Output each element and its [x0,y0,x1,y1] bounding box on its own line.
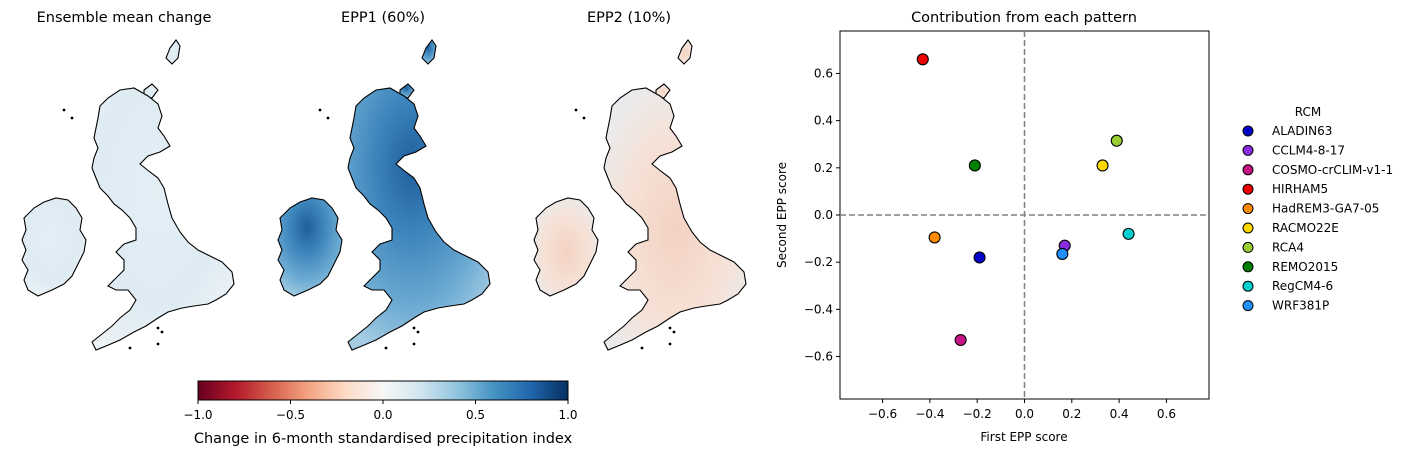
legend-label: HIRHAM5 [1272,182,1328,196]
island-mark [640,346,644,350]
point-racmo22e [1096,159,1109,172]
island-mark [128,346,132,350]
point-regcm4-6 [1122,227,1135,240]
map-outline [533,39,747,351]
map-outline [21,39,235,351]
maps: Ensemble mean change EPP1 (60%) EPP2 (10%) [21,10,747,351]
point-cosmo-crclim-v1-1 [954,333,967,347]
point-hirham5 [916,53,929,66]
legend: RCM ALADIN63 CCLM4-8-17 COSMO-crCLIM-v1-1 H… [1242,105,1393,313]
point-wrf381p [1056,247,1069,260]
chart-title: Contribution from each pattern [911,10,1137,26]
legend-label: ALADIN63 [1272,124,1332,138]
y-tick-label: 0.4 [814,114,833,128]
island-mark [318,108,322,112]
legend-label: RCA4 [1272,240,1304,254]
y-tick-label: −0.2 [804,255,833,269]
island-mark [70,116,74,120]
island-mark [412,326,416,330]
colorbar-tick-label: 0.5 [466,408,485,422]
island-mark [582,116,586,120]
island-mark [412,342,416,346]
x-tick-label: 0.4 [1110,407,1129,421]
colorbar-label: Change in 6-month standardised precipita… [194,431,573,447]
x-tick-label: −0.2 [963,407,992,421]
legend-marker [1242,183,1254,195]
legend-label: RACMO22E [1272,221,1339,235]
map-epp2 [533,39,747,351]
island-mark [668,342,672,346]
island-mark [62,108,66,112]
colorbar-tick-label: −0.5 [276,408,305,422]
y-tick-label: −0.6 [804,350,833,364]
island-mark [384,346,388,350]
x-tick-label: 0.6 [1157,407,1176,421]
island-mark [668,326,672,330]
island-mark [574,108,578,112]
data-points [916,53,1135,347]
y-axis-label: Second EPP score [775,162,789,268]
map-title: Ensemble mean change [37,10,212,26]
y-axis-ticks: 0.6 0.4 0.2 0.0 −0.2 −0.4 −0.6 [804,66,840,364]
x-tick-label: 0.0 [1015,407,1034,421]
scatter-chart: Contribution from each pattern −0.6 −0.4−… [775,10,1210,444]
x-axis-ticks: −0.6 −0.4 −0.2 0.0 0.2 0.4 0.6 [868,399,1176,421]
point-rca4 [1110,134,1123,147]
island-mark [156,342,160,346]
x-tick-label: −0.6 [868,407,897,421]
legend-marker [1242,144,1254,156]
x-tick-label: −0.4 [915,407,944,421]
legend-marker [1242,164,1254,176]
legend-label: WRF381P [1272,299,1329,313]
x-tick-label: 0.2 [1062,407,1081,421]
colorbar: −1.0 −0.5 0.0 0.5 1.0 Change in 6-month stan… [183,380,578,447]
colorbar-ticks: −1.0 −0.5 0.0 0.5 1.0 [183,400,578,422]
map-mean [21,39,235,351]
colorbar-tick-label: −1.0 [183,408,212,422]
legend-marker [1242,261,1254,273]
map-epp1 [277,39,491,351]
island-mark [416,330,420,334]
legend-marker [1242,280,1254,292]
reference-lines [840,31,1209,399]
x-axis-label: First EPP score [980,430,1067,444]
legend-marker [1242,125,1254,137]
colorbar-tick-label: 0.0 [373,408,392,422]
legend-label: COSMO-crCLIM-v1-1 [1272,163,1393,177]
point-hadrem3-ga7-05 [928,231,941,244]
island-mark [160,330,164,334]
legend-label: REMO2015 [1272,260,1338,274]
y-tick-label: −0.4 [804,302,833,316]
y-tick-label: 0.0 [814,208,833,222]
island-mark [326,116,330,120]
colorbar-tick-label: 1.0 [558,408,577,422]
island-mark [156,326,160,330]
map-outline [277,39,491,351]
legend-marker [1242,203,1254,215]
legend-marker [1242,222,1254,234]
y-tick-label: 0.6 [814,66,833,80]
colorbar-gradient [197,380,569,401]
map-title: EPP2 (10%) [587,10,671,26]
legend-label: HadREM3-GA7-05 [1272,202,1379,216]
island-mark [672,330,676,334]
point-remo2015 [968,159,981,172]
legend-marker [1242,300,1254,312]
legend-label: RegCM4-6 [1272,279,1333,293]
legend-items: ALADIN63 CCLM4-8-17 COSMO-crCLIM-v1-1 HIRHA… [1242,124,1393,313]
legend-label: CCLM4-8-17 [1272,143,1345,157]
point-aladin63 [973,251,986,264]
y-tick-label: 0.2 [814,161,833,175]
legend-title: RCM [1295,105,1321,119]
map-title: EPP1 (60%) [341,10,425,26]
legend-marker [1242,241,1254,253]
